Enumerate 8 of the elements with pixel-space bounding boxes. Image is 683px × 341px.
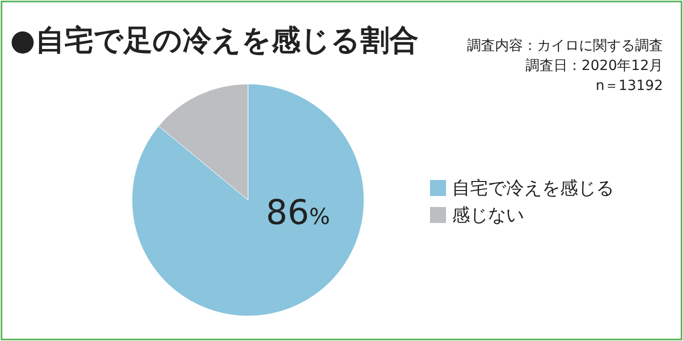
chart-title: ●自宅で足の冷えを感じる割合 [10,23,418,57]
text: 調査内容：カイロに関する調査 [467,38,663,54]
pie-slice [132,84,364,316]
text: n＝13192 [596,78,663,94]
legend-label: 感じない [452,205,524,226]
legend-label: 自宅で冷えを感じる [452,178,614,199]
text: 調査日：2020年12月 [526,58,663,74]
data-label: 86% [266,193,330,233]
